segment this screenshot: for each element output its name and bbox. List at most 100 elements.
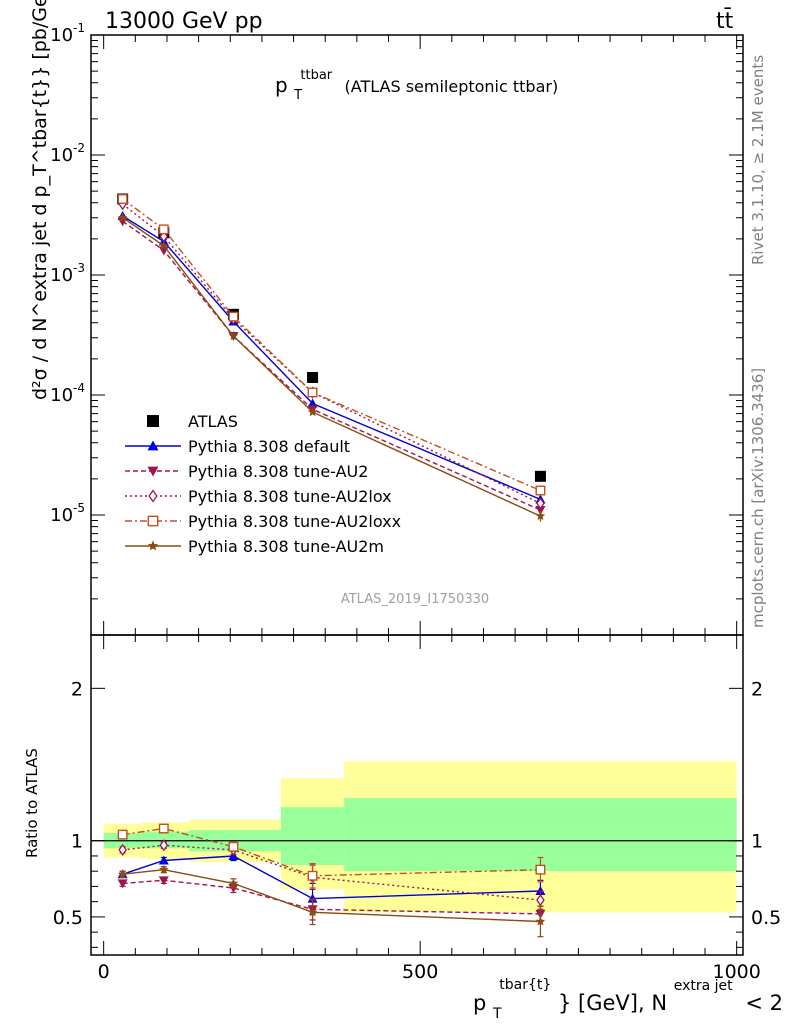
legend-marker xyxy=(148,489,158,503)
ratio-data-point xyxy=(228,841,239,852)
ratio-y-tick-label-right: 0.5 xyxy=(751,907,781,929)
ratio-y-tick-label-right: 2 xyxy=(751,678,763,700)
ratio-series-line xyxy=(122,879,541,915)
main-data-point xyxy=(117,212,128,222)
main-title-sup: ttbar xyxy=(300,68,332,83)
ratio-data-point xyxy=(158,855,169,865)
legend-label: Pythia 8.308 default xyxy=(188,437,350,456)
main-y-tick-label: 10-1 xyxy=(50,21,85,46)
main-data-point xyxy=(534,470,546,482)
main-title-var: p xyxy=(275,73,288,97)
header-energy-label: 13000 GeV pp xyxy=(105,9,263,34)
legend-label: Pythia 8.308 tune-AU2lox xyxy=(188,487,392,506)
x-axis-label-sup: tbar{t} xyxy=(499,977,551,993)
main-data-point xyxy=(536,497,545,510)
mcplots-label: mcplots.cern.ch [arXiv:1306.3436] xyxy=(749,368,767,628)
ratio-data-point xyxy=(536,894,545,907)
main-data-point xyxy=(307,387,318,398)
legend: ATLAS Pythia 8.308 default Pythia 8.308 tu… xyxy=(125,412,401,556)
legend-label: ATLAS xyxy=(188,412,238,431)
main-data-point xyxy=(535,485,546,496)
ratio-data-point xyxy=(535,916,546,926)
ratio-y-axis-label: Ratio to ATLAS xyxy=(23,748,41,858)
ratio-bands xyxy=(103,761,737,913)
ratio-series-4 xyxy=(117,864,546,938)
ratio-data-point xyxy=(158,876,169,886)
legend-item: ATLAS xyxy=(147,412,238,431)
ratio-data-point xyxy=(158,823,169,834)
main-ticks: 10-5 10-4 10-3 10-2 10-1 xyxy=(50,21,743,636)
ratio-ticks: 0.5 0.5 1 1 2 2 0 500 1000 xyxy=(53,635,781,983)
ratio-y-tick-label: 0.5 xyxy=(53,907,83,929)
x-axis-label-sub: T xyxy=(492,1006,502,1022)
main-data-point xyxy=(228,331,239,341)
main-title: p T ttbar (ATLAS semileptonic ttbar) xyxy=(275,60,558,104)
ratio-inner-band xyxy=(141,831,190,849)
ratio-data-point xyxy=(118,843,127,856)
ratio-data-point xyxy=(228,878,239,888)
header-process-label: tt̄ xyxy=(716,8,734,34)
legend-marker xyxy=(147,415,159,427)
main-y-axis-label: d²σ / d N^extra jet d p_T^tbar{t}} [pb/G… xyxy=(29,0,51,400)
main-data-point xyxy=(307,371,319,383)
legend-label: Pythia 8.308 tune-AU2 xyxy=(188,462,368,481)
ratio-series-3 xyxy=(117,823,546,889)
x-tick-label: 500 xyxy=(402,961,438,983)
ratio-data-point xyxy=(159,864,169,874)
legend-label: Pythia 8.308 tune-AU2loxx xyxy=(188,512,401,531)
main-data-point xyxy=(535,506,546,516)
ratio-data-point xyxy=(117,879,128,889)
ratio-series xyxy=(117,823,546,938)
main-title-sub: T xyxy=(293,88,302,103)
ratio-data-point xyxy=(117,829,128,840)
x-axis-label-tail: < 2 xyxy=(745,991,783,1015)
x-axis-label: p T tbar{t} } [GeV], N extra jet < 2 xyxy=(473,970,783,1023)
main-series-5 xyxy=(117,212,546,522)
ratio-frame xyxy=(90,634,744,956)
legend-marker xyxy=(147,466,159,477)
x-axis-label-units: } [GeV], N xyxy=(558,991,667,1015)
main-y-tick-label: 10-3 xyxy=(50,261,85,286)
main-panel: 10-5 10-4 10-3 10-2 10-1 p T ttbar (ATLAS se… xyxy=(29,0,744,636)
main-data-point xyxy=(117,194,128,204)
main-data-point xyxy=(159,240,169,250)
ratio-data-point xyxy=(535,864,546,875)
x-tick-label: 1000 xyxy=(712,961,760,983)
main-y-tick-label: 10-5 xyxy=(50,501,85,526)
ratio-y-tick-label: 1 xyxy=(71,831,83,853)
ratio-data-point xyxy=(159,839,169,852)
ratio-data-point xyxy=(307,870,318,881)
main-series xyxy=(117,193,546,522)
legend-item: Pythia 8.308 tune-AU2 xyxy=(125,462,368,481)
x-tick-label: 0 xyxy=(98,961,110,983)
legend-label: Pythia 8.308 tune-AU2m xyxy=(188,537,384,556)
watermark: ATLAS_2019_I1750330 xyxy=(341,592,489,607)
legend-item: Pythia 8.308 tune-AU2loxx xyxy=(125,512,401,531)
ratio-series-line xyxy=(122,827,541,877)
main-series-line xyxy=(122,203,541,505)
ratio-inner-band xyxy=(280,807,345,866)
ratio-panel: 0.5 0.5 1 1 2 2 0 500 1000 Ratio to ATLAS p T tb… xyxy=(23,634,783,1023)
legend-marker xyxy=(147,540,159,551)
main-data-point xyxy=(535,511,546,521)
ratio-data-point xyxy=(307,907,318,917)
main-series-4 xyxy=(117,194,546,496)
ratio-y-tick-label-right: 1 xyxy=(751,831,763,853)
rivet-version-label: Rivet 3.1.10, ≥ 2.1M events xyxy=(749,55,767,265)
main-title-text: (ATLAS semileptonic ttbar) xyxy=(345,77,559,96)
x-axis-label-nsup: extra jet xyxy=(674,978,733,994)
legend-item: Pythia 8.308 tune-AU2m xyxy=(125,537,384,556)
ratio-y-tick-label: 2 xyxy=(71,678,83,700)
main-data-point xyxy=(307,407,318,417)
main-data-point xyxy=(307,398,318,408)
main-series-line xyxy=(122,198,541,492)
legend-item: Pythia 8.308 tune-AU2lox xyxy=(125,487,392,506)
legend-item: Pythia 8.308 default xyxy=(125,437,350,456)
x-axis-label-var: p xyxy=(473,991,486,1015)
legend-marker xyxy=(147,440,159,451)
main-data-point xyxy=(158,224,169,235)
ratio-data-point xyxy=(117,869,128,879)
legend-marker xyxy=(147,515,159,527)
main-y-tick-label: 10-4 xyxy=(50,381,85,406)
